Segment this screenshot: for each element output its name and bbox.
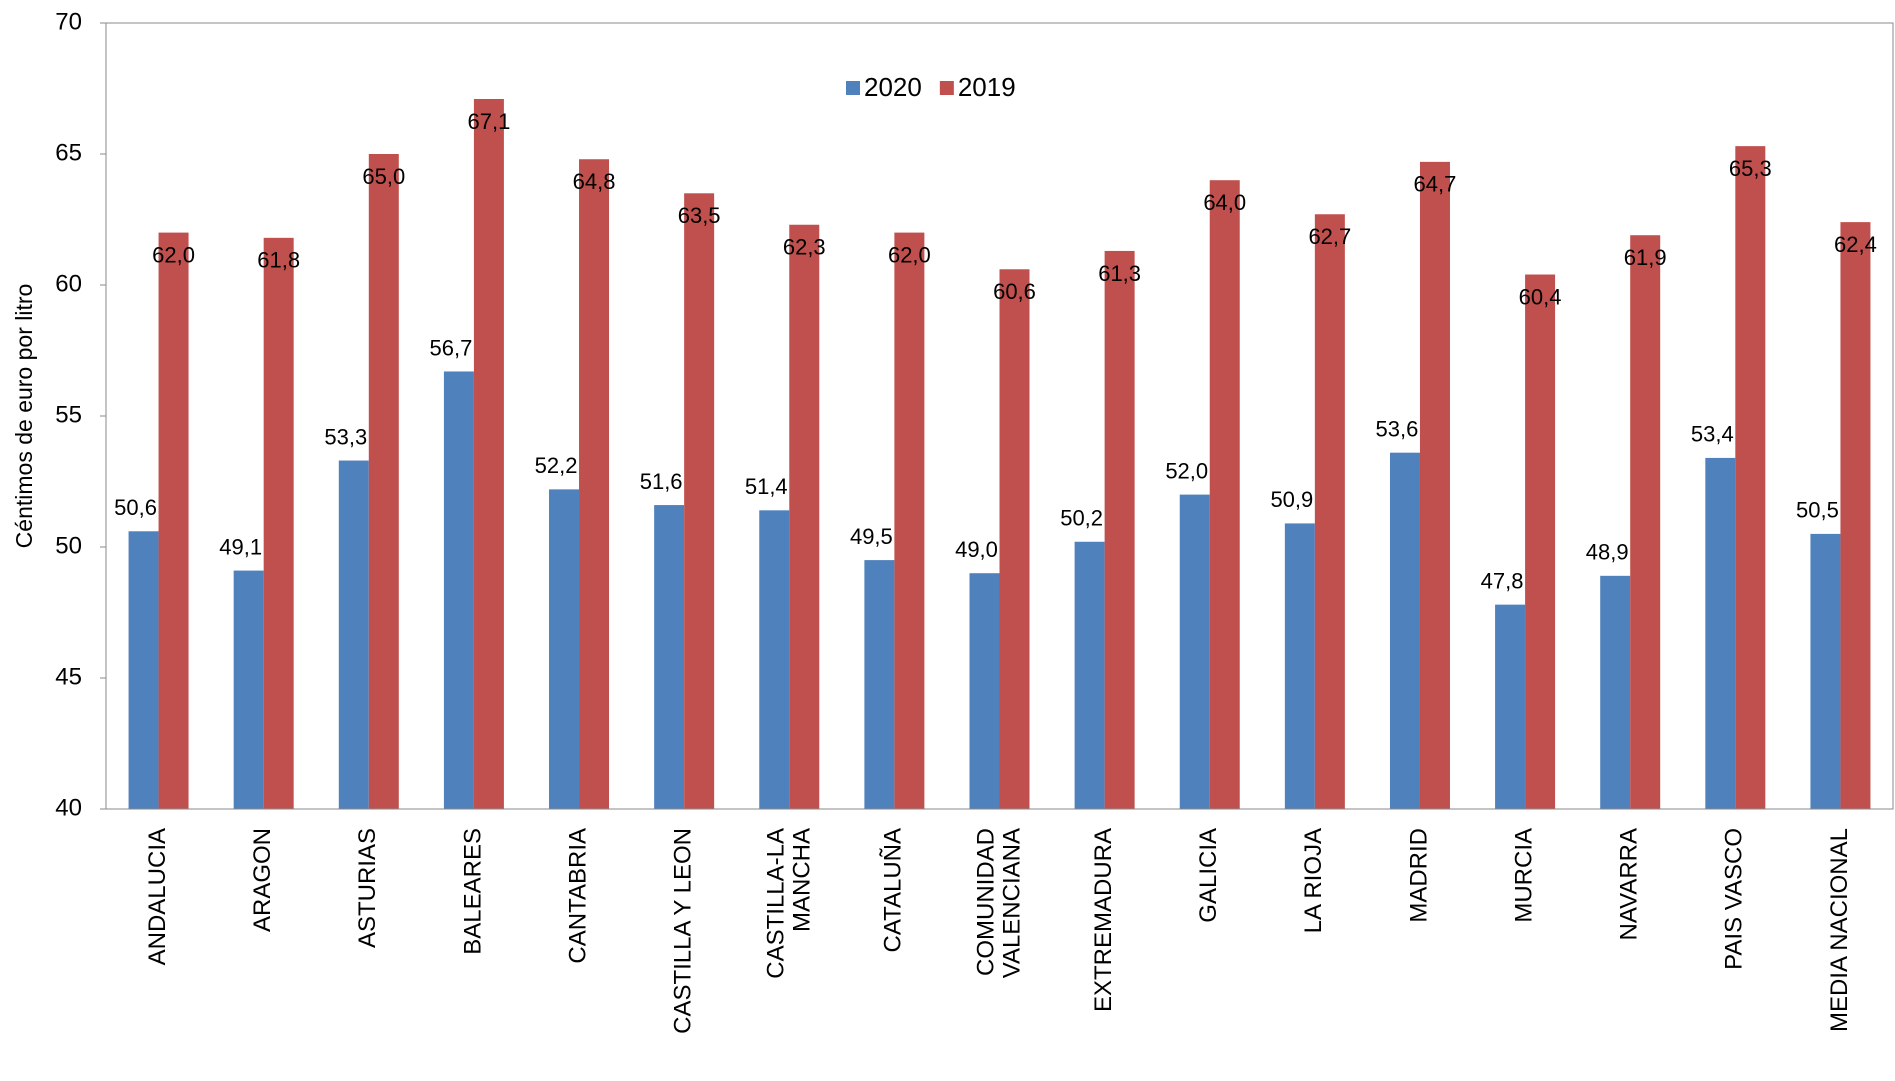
data-label: 50,2 (1060, 506, 1103, 531)
bar (1419, 161, 1450, 810)
x-tick-label: CANTABRIA (564, 828, 591, 964)
bar (233, 570, 264, 809)
bar (1525, 274, 1556, 809)
bar (1104, 250, 1135, 809)
data-label: 49,5 (850, 524, 893, 549)
data-label: 63,5 (678, 203, 721, 228)
data-label: 50,9 (1270, 487, 1313, 512)
data-label: 62,7 (1308, 224, 1351, 249)
data-label: 50,6 (114, 495, 157, 520)
x-tick-label: ANDALUCIA (144, 828, 171, 965)
y-tick-label: 55 (55, 401, 82, 428)
data-label: 53,3 (324, 424, 367, 449)
bar (338, 460, 369, 809)
data-label: 47,8 (1481, 568, 1524, 593)
x-tick-label: ARAGON (249, 828, 276, 932)
bar (999, 269, 1030, 809)
data-label: 49,0 (955, 537, 998, 562)
bar (1495, 604, 1526, 809)
data-label: 53,6 (1376, 416, 1419, 441)
x-tick-label: CASTILLA Y LEON (669, 828, 696, 1034)
data-label: 50,5 (1796, 498, 1839, 523)
y-axis-title: Céntimos de euro por litro (11, 284, 37, 549)
data-label: 62,4 (1834, 232, 1877, 257)
data-label: 52,0 (1165, 458, 1208, 483)
data-label: 62,0 (888, 242, 931, 267)
x-tick-label: CASTILLA-LAMANCHA (763, 828, 816, 979)
bar (1810, 533, 1841, 809)
x-tick-label: PAIS VASCO (1721, 828, 1748, 970)
bar (579, 159, 610, 810)
bar (1314, 214, 1345, 809)
bar (1284, 523, 1315, 809)
x-tick-label: LA RIOJA (1300, 828, 1327, 933)
data-label: 49,1 (219, 534, 262, 559)
legend-label: 2019 (958, 72, 1016, 102)
y-tick-label: 65 (55, 139, 82, 166)
y-tick-label: 50 (55, 532, 82, 559)
legend-swatch (939, 81, 954, 95)
plot-frame (105, 22, 1894, 810)
y-tick-label: 40 (55, 794, 82, 821)
bar (549, 489, 580, 809)
x-tick-label: NAVARRA (1616, 828, 1643, 940)
bar (158, 232, 189, 810)
bar (263, 237, 294, 810)
bar (443, 371, 474, 809)
bar (684, 193, 715, 810)
bar (1389, 452, 1420, 809)
data-label: 64,0 (1203, 190, 1246, 215)
bar (1630, 235, 1661, 810)
data-label: 67,1 (467, 109, 510, 134)
data-label: 56,7 (429, 335, 472, 360)
x-tick-label: EXTREMADURA (1090, 828, 1117, 1012)
bar (789, 224, 820, 810)
data-label: 48,9 (1586, 540, 1629, 565)
bar (864, 560, 895, 809)
bar (473, 98, 504, 810)
bar (759, 510, 790, 809)
y-tick-label: 60 (55, 270, 82, 297)
legend-label: 2020 (864, 72, 922, 102)
y-tick-label: 45 (55, 663, 82, 690)
bar (1735, 146, 1766, 809)
bar (368, 154, 399, 809)
bar (1179, 494, 1210, 809)
bar (654, 505, 685, 809)
data-label: 52,2 (535, 453, 578, 478)
data-label: 65,0 (362, 164, 405, 189)
x-tick-label: CATALUÑA (880, 828, 907, 952)
bar (128, 531, 159, 809)
x-tick-label: MADRID (1405, 828, 1432, 923)
data-label: 51,6 (640, 469, 683, 494)
legend-swatch (846, 81, 860, 95)
data-label: 60,4 (1519, 284, 1562, 309)
data-label: 64,8 (573, 169, 616, 194)
data-label: 51,4 (745, 474, 788, 499)
x-tick-label: BALEARES (459, 828, 486, 955)
bar (1600, 575, 1631, 809)
x-tick-label: ASTURIAS (354, 828, 381, 948)
bar (969, 573, 1000, 809)
bar (1840, 222, 1871, 809)
x-tick-label: COMUNIDADVALENCIANA (973, 828, 1026, 978)
data-label: 61,9 (1624, 245, 1667, 270)
data-label: 64,7 (1414, 172, 1457, 197)
data-label: 62,3 (783, 235, 826, 260)
x-tick-label: MEDIA NACIONAL (1826, 828, 1853, 1032)
bar (1209, 180, 1240, 809)
data-label: 61,3 (1098, 261, 1141, 286)
x-tick-label: GALICIA (1195, 828, 1222, 923)
x-tick-label: MURCIA (1510, 828, 1537, 923)
data-label: 53,4 (1691, 422, 1734, 447)
data-label: 60,6 (993, 279, 1036, 304)
bar (894, 232, 925, 810)
y-tick-label: 70 (55, 8, 82, 35)
data-label: 61,8 (257, 248, 300, 273)
data-label: 62,0 (152, 242, 195, 267)
data-label: 65,3 (1729, 156, 1772, 181)
bar (1705, 457, 1736, 809)
bar (1074, 541, 1105, 809)
